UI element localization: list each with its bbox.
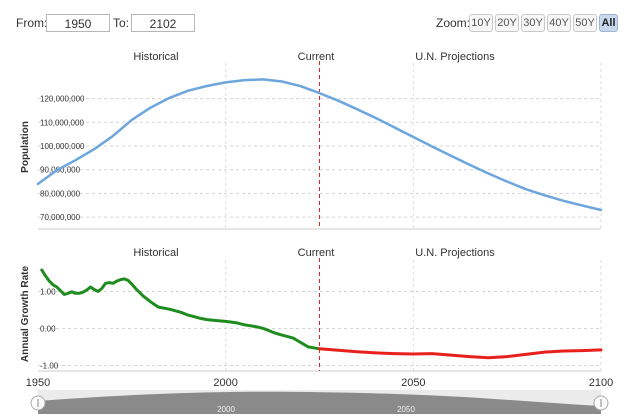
zoom-label: Zoom: xyxy=(436,16,471,30)
series-line-1-0 xyxy=(40,268,321,351)
to-label: To: xyxy=(113,16,130,30)
zoom-40y-button[interactable]: 40Y xyxy=(547,14,571,32)
zoom-50y-button[interactable]: 50Y xyxy=(573,14,597,32)
y-tick-label: 120,000,000 xyxy=(40,95,85,104)
series-line-1-1 xyxy=(318,347,603,360)
range-navigator[interactable]: 2000 2050 xyxy=(30,390,609,414)
population-axis-title: Population xyxy=(20,121,31,173)
historical-label-bottom: Historical xyxy=(133,247,178,259)
x-tick-label: 2050 xyxy=(401,377,425,389)
projections-label-top: U.N. Projections xyxy=(415,51,495,63)
growth-axis-title: Annual Growth Rate xyxy=(20,266,31,363)
from-date-input[interactable]: 1950 xyxy=(46,14,110,32)
series-line-0-0 xyxy=(36,78,603,212)
x-tick-label: 2100 xyxy=(589,377,613,389)
grid-layer xyxy=(38,63,602,372)
zoom-20y-button[interactable]: 20Y xyxy=(495,14,519,32)
y-tick-label: 0.00 xyxy=(40,324,56,333)
projections-label-bottom: U.N. Projections xyxy=(415,247,495,259)
zoom-10y-button[interactable]: 10Y xyxy=(469,14,493,32)
zoom-all-button[interactable]: All xyxy=(599,14,618,32)
y-tick-label: 80,000,000 xyxy=(40,189,81,198)
x-tick-label: 2000 xyxy=(213,377,237,389)
y-tick-label: 90,000,000 xyxy=(40,166,81,175)
historical-label-top: Historical xyxy=(133,51,178,63)
current-label-top: Current xyxy=(298,51,335,63)
navigator-tick-2050: 2050 xyxy=(397,405,415,414)
y-tick-label: 100,000,000 xyxy=(40,142,85,151)
navigator-series-area xyxy=(38,391,601,414)
y-tick-label: -1.00 xyxy=(40,361,59,370)
x-tick-label: 1950 xyxy=(26,377,50,389)
to-date-input[interactable]: 2102 xyxy=(131,14,195,32)
navigator-tick-2000: 2000 xyxy=(217,405,235,414)
y-tick-label: 110,000,000 xyxy=(40,118,84,127)
y-tick-label: 1.00 xyxy=(40,287,56,296)
current-label-bottom: Current xyxy=(298,247,335,259)
from-label: From: xyxy=(16,16,48,30)
zoom-30y-button[interactable]: 30Y xyxy=(521,14,545,32)
y-tick-label: 70,000,000 xyxy=(40,213,81,222)
marks-layer: 70,000,000 80,000,000 90,000,000 100,000,00… xyxy=(26,61,613,389)
